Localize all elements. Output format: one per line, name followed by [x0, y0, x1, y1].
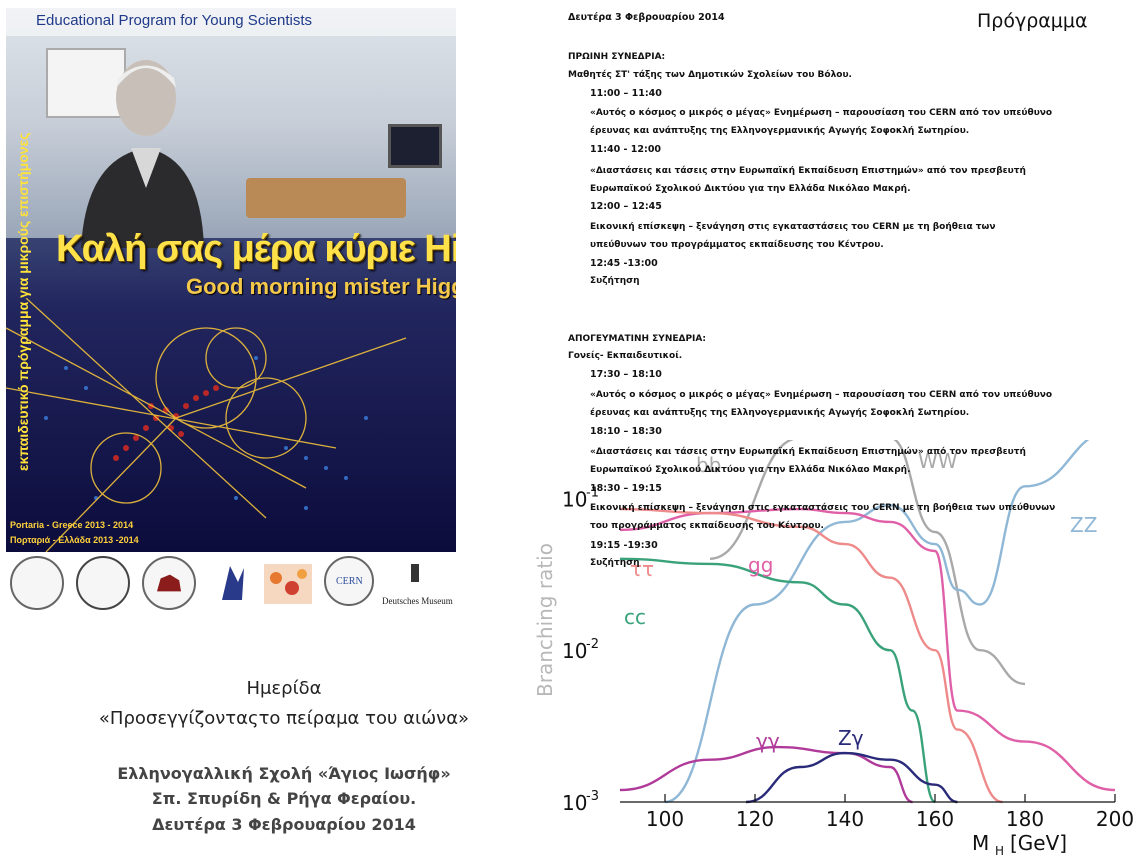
monitor: [388, 124, 442, 168]
x-axis-label: M: [972, 831, 989, 855]
chart-axes: 100 120 140 160 180 20010-310-210-1Branching …: [533, 485, 1134, 855]
x-axis-label-sub: H: [995, 844, 1004, 855]
museum-logo-text: Deutsches Museum: [382, 596, 453, 606]
y-tick-label-0: 10: [562, 791, 587, 815]
x-tick-label-5: 200: [1096, 807, 1134, 831]
x-tick-label-1: 120: [736, 807, 774, 831]
series-line-4: [619, 507, 1003, 804]
event-subtitle: «Προσεγγίζονταςτο πείραμα του αιώνα»: [98, 708, 470, 729]
series-label-7: Zγ: [838, 726, 864, 750]
morning-desc-2b: Ευρωπαϊκού Σχολικού Δικτύου για την Ελλά…: [590, 184, 911, 194]
x-tick-label-3: 160: [916, 807, 954, 831]
poster-vertical-text: εκπαιδευτικό πρόγραμμα για μικρούς επιστ…: [15, 132, 31, 471]
sponsor-logos: CERN Deutsches Museum: [6, 556, 456, 616]
series-line-6: [619, 745, 913, 804]
y-tick-exponent-2: -1: [586, 485, 599, 500]
afternoon-desc-2a: «Διαστάσεις και τάσεις στην Ευρωπαϊκή Εκ…: [590, 447, 1026, 457]
series-label-1: WW: [918, 449, 958, 473]
afternoon-time-3: 18:30 – 19:15: [590, 483, 662, 494]
poster: Educational Program for Young Scientists…: [6, 8, 456, 552]
university-logo: [142, 556, 196, 610]
program-heading: Πρόγραμμα: [977, 10, 1088, 32]
afternoon-session-title: ΑΠΟΓΕΥΜΑΤΙΝΗ ΣΥΝΕΔΡΙΑ:: [568, 334, 706, 344]
morning-desc-1b: έρευνας και ανάπτυξης της Ελληνογερμανικ…: [590, 126, 970, 136]
y-tick-label-1: 10: [562, 639, 587, 663]
afternoon-time-1: 17:30 – 18:10: [590, 369, 662, 380]
chart-series-group: bb WW ZZ gg ττ cc γγ Zγ: [619, 440, 1116, 804]
poster-footer-english: Portaria - Greece 2013 - 2014: [10, 520, 134, 530]
x-tick-label-4: 180: [1006, 807, 1044, 831]
series-label-3: gg: [748, 553, 773, 577]
morning-time-4: 12:45 -13:00: [590, 258, 658, 269]
event-school: Ελληνογαλλική Σχολή «Άγιος Ιωσήφ»: [117, 764, 451, 783]
cern-logo-text: CERN: [336, 576, 363, 587]
festival-logo: [264, 564, 312, 604]
afternoon-desc-2b: Ευρωπαϊκού Σχολικού Δικτύου για την Ελλά…: [590, 465, 911, 475]
afternoon-time-4: 19:15 -19:30: [590, 540, 658, 551]
poster-greek-title: Καλή σας μέρα κύριε Higgs: [56, 228, 456, 270]
morning-time-3: 12:00 – 12:45: [590, 201, 662, 212]
afternoon-desc-1b: έρευνας και ανάπτυξης της Ελληνογερμανικ…: [590, 408, 970, 418]
desk: [246, 178, 406, 218]
ministry-logo: [222, 566, 244, 600]
morning-desc-3a: Εικονική επίσκεψη – ξενάγηση στις εγκατα…: [590, 222, 996, 232]
morning-desc-3b: υπεύθυνων του προγράμματος εκπαίδευσης τ…: [590, 240, 884, 250]
series-label-2: ZZ: [1070, 513, 1097, 537]
morning-time-2: 11:40 - 12:00: [590, 144, 662, 155]
afternoon-desc-3a: Εικονική επίσκεψη – ξενάγηση στις εγκατα…: [590, 503, 1056, 513]
x-tick-label-0: 100: [646, 807, 684, 831]
y-tick-label-2: 10: [562, 487, 587, 511]
poster-english-title: Good morning mister Higgs: [186, 274, 456, 299]
particle-collision-graphic: [6, 298, 407, 552]
series-line-0: [892, 440, 1026, 686]
poster-header: Educational Program for Young Scientists: [6, 8, 456, 36]
program-date: Δευτέρα 3 Φεβρουαρίου 2014: [568, 12, 725, 23]
cern-logo: CERN: [324, 556, 374, 606]
series-label-4: ττ: [630, 557, 654, 581]
y-axis-label: Branching ratio: [533, 543, 557, 697]
series-line-2: [664, 440, 1090, 804]
morning-desc-1a: «Αυτός ο κόσμος ο μικρός ο μέγας» Ενημέρ…: [590, 108, 1053, 118]
afternoon-audience: Γονείς- Εκπαιδευτικοί.: [568, 351, 683, 361]
y-tick-exponent-1: -2: [586, 637, 599, 652]
series-line-1: [709, 440, 796, 560]
school-logo: [10, 556, 64, 610]
afternoon-desc-4: Συζήτηση: [590, 558, 640, 568]
x-tick-label-2: 140: [826, 807, 864, 831]
event-title: Ημερίδα: [246, 678, 322, 699]
morning-desc-2a: «Διαστάσεις και τάσεις στην Ευρωπαϊκή Εκ…: [590, 166, 1026, 176]
series-line-7: [745, 751, 958, 804]
x-axis-label-unit: [GeV]: [1010, 831, 1067, 855]
event-date: Δευτέρα 3 Φεβρουαρίου 2014: [152, 815, 416, 834]
classroom-photo: [6, 8, 456, 238]
program-logo: [76, 556, 130, 610]
y-tick-exponent-0: -3: [586, 789, 599, 804]
afternoon-desc-1a: «Αυτός ο κόσμος ο μικρός ο μέγας» Ενημέρ…: [590, 390, 1053, 400]
morning-session-title: ΠΡΩΙΝΗ ΣΥΝΕΔΡΙΑ:: [568, 52, 666, 62]
poster-footer-greek: Πορταριά - Ελλάδα 2013 -2014: [10, 535, 139, 545]
series-line-3: [619, 507, 1116, 792]
poster-header-text: Educational Program for Young Scientists: [36, 12, 312, 29]
series-label-5: cc: [624, 605, 646, 629]
morning-desc-4: Συζήτηση: [590, 276, 640, 286]
portrait-photo: [81, 60, 204, 248]
series-line-5: [619, 557, 937, 804]
series-label-0: bb: [696, 453, 721, 477]
morning-time-1: 11:00 – 11:40: [590, 88, 662, 99]
afternoon-desc-3b: του προγράμματος εκπαίδευσης του Κέντρου…: [590, 521, 824, 531]
event-address: Σπ. Σπυρίδη & Ρήγα Φεραίου.: [151, 789, 417, 808]
museum-icon: [411, 564, 419, 582]
series-label-6: γγ: [756, 729, 780, 753]
morning-audience: Μαθητές ΣΤ' τάξης των Δημοτικών Σχολείων…: [568, 70, 852, 80]
whiteboard: [46, 48, 126, 118]
afternoon-time-2: 18:10 – 18:30: [590, 426, 662, 437]
